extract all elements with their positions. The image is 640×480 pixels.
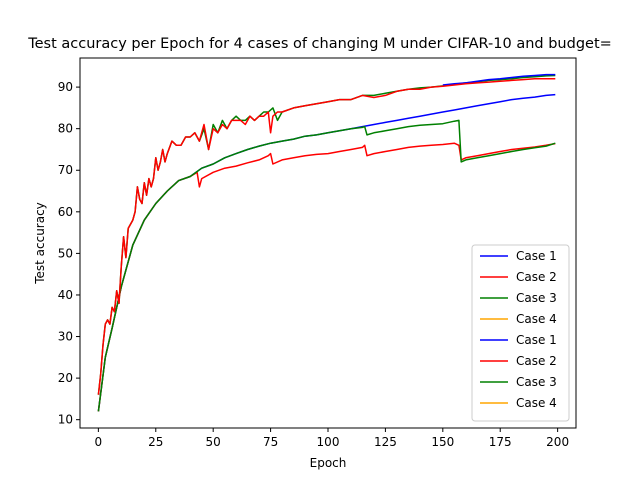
y-tick-label: 70 bbox=[58, 163, 73, 177]
chart-title: Test accuracy per Epoch for 4 cases of c… bbox=[27, 36, 612, 52]
y-tick-label: 80 bbox=[58, 122, 73, 136]
y-axis-label: Test accuracy bbox=[33, 202, 47, 285]
legend-label: Case 4 bbox=[516, 312, 557, 326]
y-tick-label: 10 bbox=[58, 413, 73, 427]
legend: Case 1 Case 2 Case 3 Case 4 Case 1 Case 2 Case… bbox=[471, 244, 570, 422]
x-tick-label: 150 bbox=[431, 435, 454, 449]
plot-frame bbox=[79, 57, 577, 429]
legend-box bbox=[471, 244, 570, 422]
x-tick-label: 175 bbox=[489, 435, 512, 449]
series-line-6 bbox=[97, 78, 556, 395]
x-tick-label: 100 bbox=[317, 435, 340, 449]
y-tick-label: 20 bbox=[58, 371, 73, 385]
legend-label: Case 2 bbox=[516, 270, 557, 284]
x-axis-label: Epoch bbox=[310, 456, 347, 470]
x-tick-label: 25 bbox=[148, 435, 163, 449]
legend-label: Case 2 bbox=[516, 354, 557, 368]
legend-label: Case 1 bbox=[516, 333, 557, 347]
y-tick-label: 60 bbox=[58, 205, 73, 219]
y-tick-label: 50 bbox=[58, 246, 73, 260]
legend-label: Case 1 bbox=[516, 249, 557, 263]
legend-label: Case 3 bbox=[516, 291, 557, 305]
x-tick-label: 200 bbox=[546, 435, 569, 449]
legend-label: Case 3 bbox=[516, 375, 557, 389]
x-tick-label: 75 bbox=[263, 435, 278, 449]
x-tick-label: 125 bbox=[374, 435, 397, 449]
y-tick-label: 90 bbox=[58, 80, 73, 94]
y-axis-ticks: 10 20 30 40 50 60 70 80 90 bbox=[58, 80, 80, 427]
plot-lines bbox=[97, 73, 556, 412]
x-tick-label: 0 bbox=[95, 435, 103, 449]
series-line-3 bbox=[97, 119, 556, 412]
y-tick-label: 30 bbox=[58, 330, 73, 344]
series-line-5 bbox=[442, 73, 556, 86]
legend-label: Case 4 bbox=[516, 396, 557, 410]
x-tick-label: 50 bbox=[206, 435, 221, 449]
x-axis-ticks: 0 25 50 75 100 125 150 175 200 bbox=[95, 428, 569, 449]
y-tick-label: 40 bbox=[58, 288, 73, 302]
